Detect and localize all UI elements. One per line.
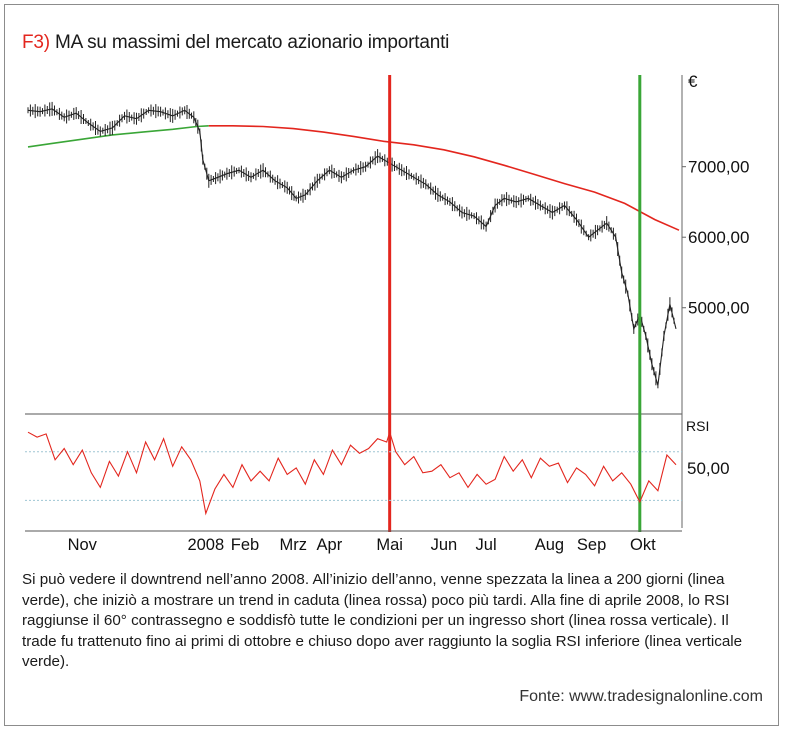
month-label: Mai (376, 536, 403, 554)
price-line (27, 108, 677, 386)
month-label: Mrz (279, 536, 307, 554)
month-label: Okt (630, 536, 656, 554)
figure-caption: Si può vedere il downtrend nell’anno 200… (22, 571, 743, 670)
chart-canvas: €7000,00 6000,00 5000,00 RSI 50,00 Nov 2008 F… (25, 72, 749, 554)
rsi-line (27, 430, 677, 516)
figure-title: F3) MA su massimi del mercato azionario … (22, 32, 449, 54)
rsi-tick-label: 50,00 (687, 459, 730, 478)
price-tick-label: 5000,00 (688, 299, 749, 318)
figure-frame (4, 4, 779, 726)
rsi-panel-label: RSI (686, 418, 709, 434)
rsi-panel: RSI 50,00 (25, 418, 730, 532)
month-label: Aug (535, 536, 564, 554)
price-tick-label: 7000,00 (688, 158, 749, 177)
figure-label: F3) (22, 32, 50, 53)
month-label: 2008 (187, 536, 224, 554)
month-label: Jul (476, 536, 497, 554)
price-tick-label: 6000,00 (688, 228, 749, 247)
month-label: Nov (68, 536, 98, 554)
month-label: Feb (231, 536, 259, 554)
month-label: Apr (317, 536, 343, 554)
moving-average-green-line (27, 125, 209, 148)
moving-average-red-line (208, 125, 680, 231)
month-axis: Nov 2008 Feb Mrz Apr Mai Jun Jul Aug Sep Okt (68, 536, 656, 554)
month-label: Jun (431, 536, 458, 554)
price-panel: €7000,00 6000,00 5000,00 (25, 72, 749, 532)
figure-title-text: MA su massimi del mercato azionario impo… (55, 32, 450, 53)
price-unit-label: € (688, 72, 698, 91)
source-credit: Fonte: www.tradesignalonline.com (519, 688, 763, 705)
month-label: Sep (577, 536, 606, 554)
